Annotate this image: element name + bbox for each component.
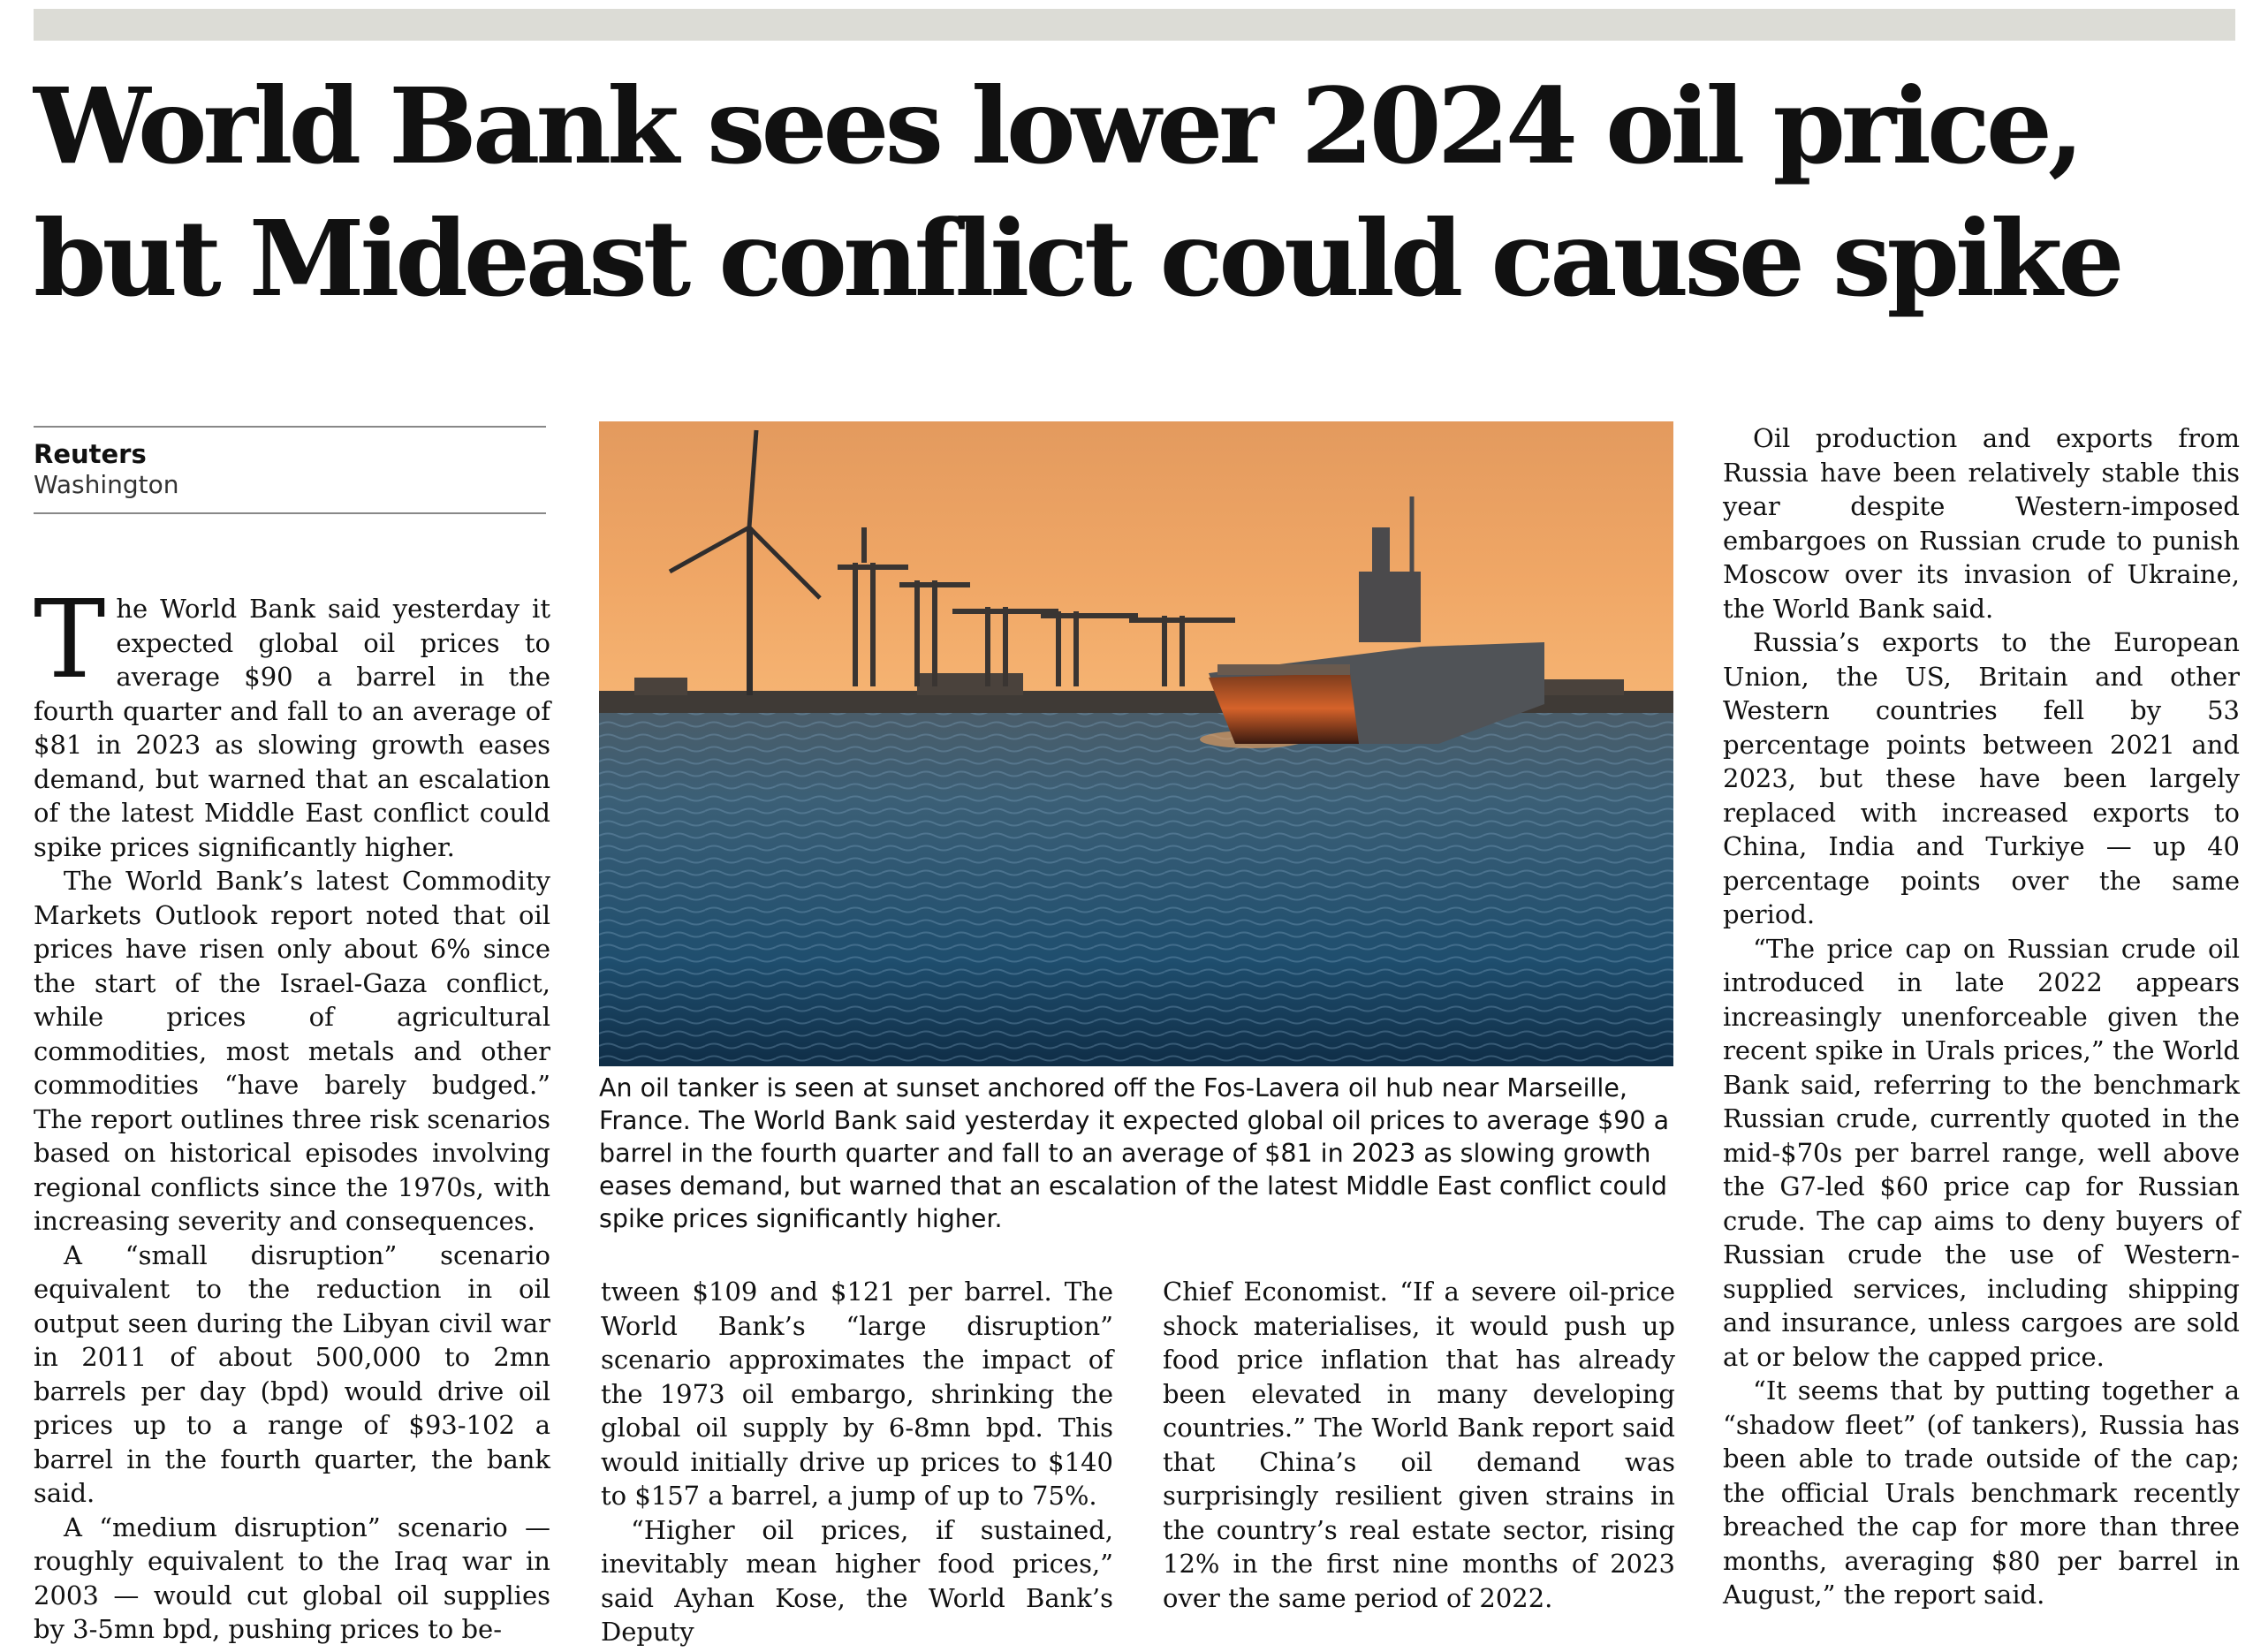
article-paragraph: Oil production and exports from Russia h…	[1723, 423, 2240, 624]
byline-top-rule	[34, 426, 546, 428]
article-paragraph: A “medium disruption” scenario — roughly…	[34, 1512, 550, 1645]
article-paragraph: A “small disruption” scenario equivalent…	[34, 1239, 550, 1509]
photo-caption: An oil tanker is seen at sunset anchored…	[599, 1073, 1670, 1233]
byline: Reuters Washington	[34, 426, 546, 514]
byline-location: Washington	[34, 470, 179, 499]
article-photo	[599, 421, 1673, 1066]
article-column-2: tween $109 and $121 per barrel. The Worl…	[601, 1275, 1113, 1649]
headline-line-2: but Mideast conflict could cause spike	[34, 197, 2125, 320]
headline-line-1: World Bank sees lower 2024 oil price,	[34, 64, 2084, 187]
oil-tanker-sunset-image	[599, 421, 1673, 1066]
article-paragraph: “The price cap on Russian crude oil intr…	[1723, 933, 2240, 1372]
article-column-3: Chief Economist. “If a severe oil-price …	[1163, 1275, 1675, 1615]
article-paragraph: Chief Economist. “If a severe oil-price …	[1163, 1277, 1675, 1613]
article-paragraph: Russia’s exports to the European Union, …	[1723, 627, 2240, 929]
byline-agency: Reuters	[34, 439, 147, 469]
article-paragraph: “Higher oil prices, if sustained, inevit…	[601, 1514, 1113, 1648]
byline-bottom-rule	[34, 512, 546, 514]
paragraph-text: he World Bank said yesterday it expected…	[34, 594, 550, 862]
article-column-4: Oil production and exports from Russia h…	[1723, 421, 2240, 1612]
article-paragraph: “It seems that by putting together a “sh…	[1723, 1375, 2240, 1610]
top-color-bar	[34, 9, 2235, 41]
article-paragraph: The World Bank’s latest Commodity Market…	[34, 866, 550, 1236]
drop-cap: T	[34, 577, 106, 702]
headline: World Bank sees lower 2024 oil price, bu…	[34, 60, 2242, 325]
article-paragraph: tween $109 and $121 per barrel. The Worl…	[601, 1277, 1113, 1511]
